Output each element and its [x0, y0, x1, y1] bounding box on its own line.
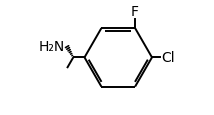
Text: Cl: Cl [161, 51, 175, 65]
Text: F: F [131, 5, 139, 19]
Text: H₂N: H₂N [39, 40, 65, 54]
